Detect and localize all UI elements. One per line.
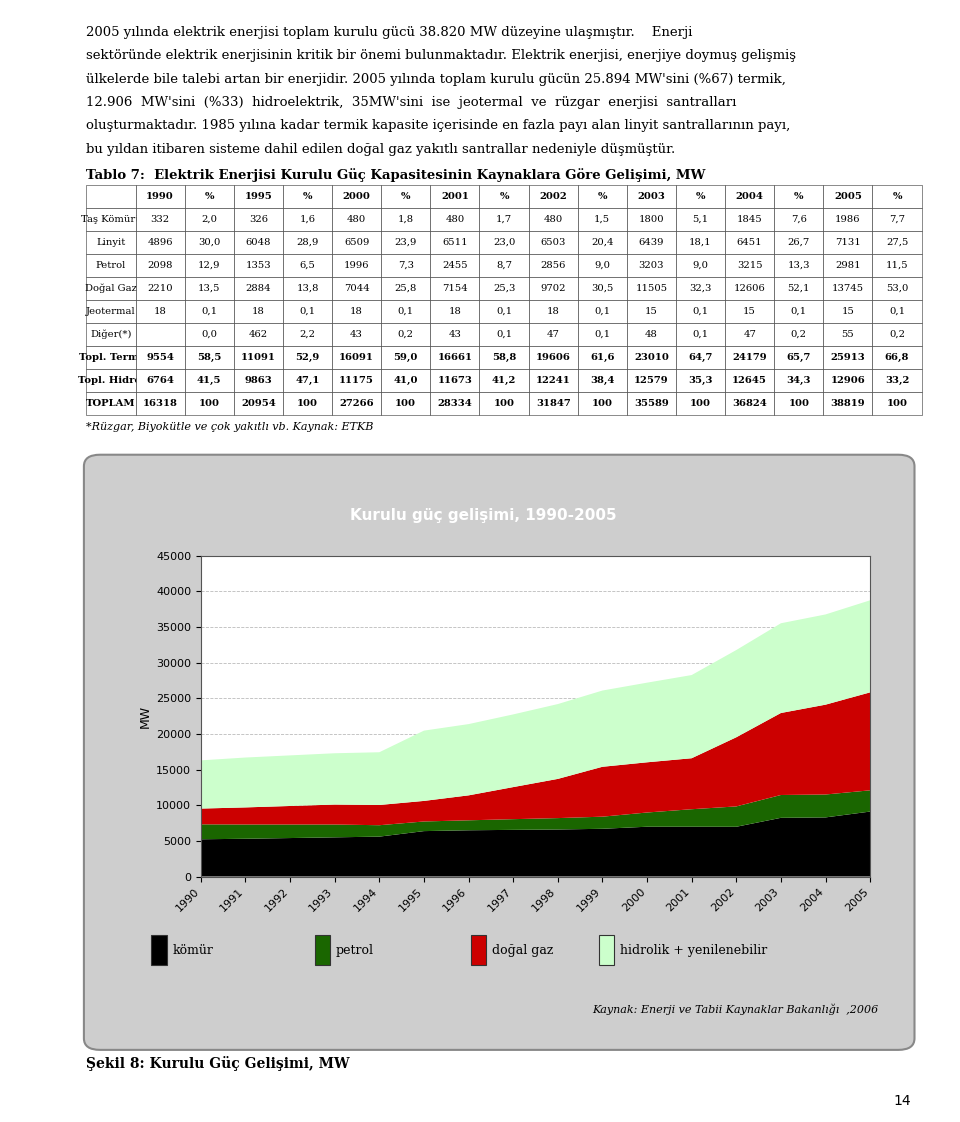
Text: ülkelerde bile talebi artan bir enerjidir. 2005 yılında toplam kurulu gücün 25.8: ülkelerde bile talebi artan bir enerjidi… xyxy=(86,73,786,85)
Text: Tablo 7:  Elektrik Enerjisi Kurulu Güç Kapasitesinin Kaynaklara Göre Gelişimi, M: Tablo 7: Elektrik Enerjisi Kurulu Güç Ka… xyxy=(86,168,706,182)
Text: oluşturmaktadır. 1985 yılına kadar termik kapasite içerisinde en fazla payı alan: oluşturmaktadır. 1985 yılına kadar termi… xyxy=(86,119,791,132)
Text: 2005 yılında elektrik enerjisi toplam kurulu gücü 38.820 MW düzeyine ulaşmıştır.: 2005 yılında elektrik enerjisi toplam ku… xyxy=(86,26,693,39)
Text: sektöründe elektrik enerjisinin kritik bir önemi bulunmaktadır. Elektrik enerjis: sektöründe elektrik enerjisinin kritik b… xyxy=(86,49,797,63)
Text: petrol: petrol xyxy=(336,944,374,957)
Text: Kurulu güç gelişimi, 1990-2005: Kurulu güç gelişimi, 1990-2005 xyxy=(349,508,616,523)
FancyBboxPatch shape xyxy=(84,454,915,1050)
Text: *Rüzgar, Biyokütle ve çok yakıtlı vb. Kaynak: ETKB: *Rüzgar, Biyokütle ve çok yakıtlı vb. Ka… xyxy=(86,423,373,432)
Text: hidrolik + yenilenebilir: hidrolik + yenilenebilir xyxy=(620,944,767,957)
Bar xyxy=(470,936,487,965)
Bar xyxy=(598,936,614,965)
Text: doğal gaz: doğal gaz xyxy=(492,944,554,957)
Text: Şekil 8: Kurulu Güç Gelişimi, MW: Şekil 8: Kurulu Güç Gelişimi, MW xyxy=(86,1056,350,1070)
Y-axis label: MW: MW xyxy=(139,705,152,728)
Bar xyxy=(315,936,330,965)
Text: 14: 14 xyxy=(894,1094,911,1107)
Text: kömür: kömür xyxy=(173,944,214,957)
Text: bu yıldan itibaren sisteme dahil edilen doğal gaz yakıtlı santrallar nedeniyle d: bu yıldan itibaren sisteme dahil edilen … xyxy=(86,142,676,156)
Bar xyxy=(152,936,167,965)
Text: Kaynak: Enerji ve Tabii Kaynaklar Bakanlığı  ,2006: Kaynak: Enerji ve Tabii Kaynaklar Bakanl… xyxy=(592,1004,878,1015)
Text: 12.906  MW'sini  (%33)  hidroelektrik,  35MW'sini  ise  jeotermal  ve  rüzgar  e: 12.906 MW'sini (%33) hidroelektrik, 35MW… xyxy=(86,96,736,109)
